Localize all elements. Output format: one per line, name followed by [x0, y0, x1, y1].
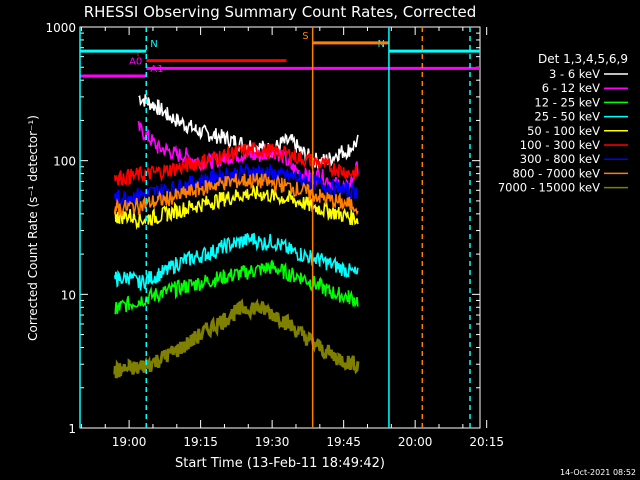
flag-bar-label: N	[377, 39, 384, 50]
x-tick-label: 19:30	[255, 435, 290, 449]
legend-label: 800 - 7000 keV	[512, 166, 600, 180]
x-tick-label: 20:15	[469, 435, 504, 449]
x-axis-label: Start Time (13-Feb-11 18:49:42)	[175, 456, 385, 471]
legend-label: 6 - 12 keV	[542, 81, 600, 95]
x-axis: 19:00 19:15 19:30 19:45 20:00 20:15	[80, 27, 504, 449]
legend-label: 7000 - 15000 keV	[498, 181, 600, 195]
legend-title: Det 1,3,4,5,6,9	[538, 52, 628, 66]
series-line	[114, 259, 359, 315]
flag-bar-label: A0	[129, 56, 142, 67]
series-line	[114, 232, 359, 291]
x-tick-label: 20:00	[398, 435, 433, 449]
series-line	[114, 185, 359, 231]
data-series	[113, 94, 360, 379]
flag-bar-label: S	[302, 31, 308, 42]
flag-bar-label: A1	[150, 64, 163, 75]
legend-label: 300 - 800 keV	[520, 152, 600, 166]
legend-label: 12 - 25 keV	[534, 95, 600, 109]
series-line	[114, 173, 359, 218]
series-line	[113, 298, 360, 379]
y-axis-label: Corrected Count Rate (s⁻¹ detector⁻¹)	[26, 115, 40, 341]
y-tick-label: 100	[53, 155, 76, 169]
y-tick-label: 10	[61, 288, 76, 302]
legend-label: 25 - 50 keV	[534, 110, 600, 124]
flag-bar-label: F	[137, 49, 143, 60]
legend-label: 3 - 6 keV	[549, 67, 600, 81]
y-axis: 1 10 100 1000	[45, 21, 480, 436]
flag-bar-label: N	[150, 39, 157, 50]
footer-timestamp: 14-Oct-2021 08:52	[560, 468, 636, 477]
series-line	[114, 162, 359, 207]
x-tick-label: 19:15	[183, 435, 218, 449]
legend-label: 50 - 100 keV	[527, 124, 600, 138]
attenuator-lines	[79, 27, 471, 428]
x-tick-label: 19:00	[112, 435, 147, 449]
series-line	[114, 142, 359, 186]
x-tick-label: 19:45	[326, 435, 361, 449]
legend-label: 100 - 300 keV	[520, 138, 600, 152]
y-tick-label: 1000	[45, 21, 76, 35]
chart-title: RHESSI Observing Summary Count Rates, Co…	[84, 3, 477, 21]
y-tick-label: 1	[68, 422, 76, 436]
